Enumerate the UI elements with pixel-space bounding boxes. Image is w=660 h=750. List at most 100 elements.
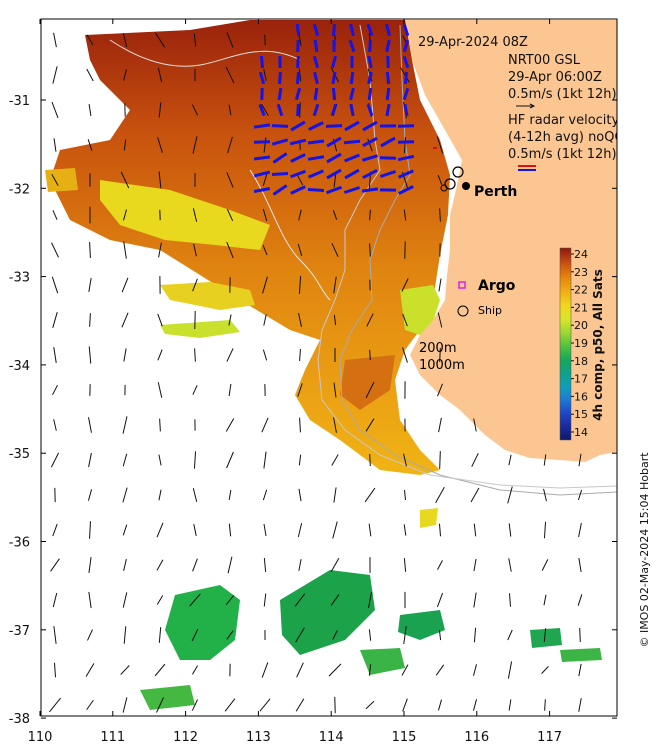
wind-arrow [263, 314, 267, 326]
wind-arrow [369, 454, 371, 466]
wind-arrow [471, 453, 479, 467]
wind-arrow [52, 592, 58, 608]
wind-arrow [88, 346, 92, 364]
wind-arrow [88, 417, 92, 433]
radar-arrow [330, 55, 338, 69]
radar-arrow [331, 71, 337, 85]
wind-arrow [193, 243, 197, 257]
radar-arrow [258, 71, 266, 85]
wind-arrow [226, 32, 234, 48]
radar-arrow [271, 124, 289, 128]
wind-arrow [123, 626, 127, 644]
radar-arrow [379, 170, 397, 178]
radar-arrow [313, 87, 319, 101]
wind-arrow [508, 454, 512, 466]
colorbar-tick-label: 23 [574, 266, 588, 279]
wind-arrow [86, 699, 94, 711]
wind-arrow [297, 383, 303, 397]
wind-arrow [299, 417, 301, 433]
wind-arrow [189, 593, 201, 607]
wind-arrow [295, 627, 305, 643]
x-tick-label: 113 [246, 730, 271, 745]
wind-arrow [263, 557, 267, 573]
radar-arrow [361, 187, 379, 193]
radar-arrow [258, 103, 266, 117]
wind-arrow [156, 559, 164, 571]
wind-arrow [157, 313, 163, 327]
wind-arrow [262, 349, 268, 361]
radar-arrow [277, 87, 283, 101]
wind-arrow [365, 700, 375, 710]
wind-scale-arrow [516, 103, 536, 109]
radar-arrow [308, 169, 324, 179]
wind-arrow [226, 348, 234, 362]
radar-arrow [296, 103, 300, 117]
wind-arrow [52, 523, 58, 537]
y-tick-label: -36 [9, 536, 30, 551]
radar-arrow [325, 124, 343, 128]
radar-arrow [385, 39, 391, 53]
bathymetry-contours [109, 24, 617, 496]
wind-arrow [436, 592, 444, 608]
wind-arrow [401, 664, 409, 676]
radar-scale-arrow [518, 165, 536, 171]
radar-arrow [253, 123, 271, 129]
wind-arrow [158, 102, 162, 118]
wind-arrow [473, 627, 477, 643]
wind-arrow [439, 208, 441, 222]
wind-arrow [192, 278, 198, 292]
wind-arrow [438, 629, 442, 641]
radar-arrow [385, 23, 391, 37]
wind-arrow [51, 101, 59, 119]
wind-arrow [437, 175, 443, 185]
radar-arrow [313, 71, 319, 85]
radar-arrow [362, 169, 378, 179]
wind-arrow [226, 630, 234, 640]
wind-arrow [541, 559, 549, 571]
wind-arrow [438, 699, 442, 711]
radar-arrow [259, 55, 265, 69]
wind-arrow [438, 523, 442, 537]
wind-arrow [88, 104, 92, 116]
wind-arrow [85, 663, 95, 677]
radar-arrow [312, 23, 320, 37]
wind-arrow [227, 136, 233, 154]
wind-arrow [366, 313, 374, 327]
wind-arrow [158, 454, 162, 466]
radar-arrow [397, 124, 415, 128]
wind-arrow [122, 416, 128, 434]
wind-arrow [262, 489, 268, 501]
wind-arrow [226, 451, 234, 469]
y-tick-label: -37 [9, 624, 30, 639]
radar-arrow [276, 103, 284, 117]
radar-arrow [330, 103, 338, 117]
wind-arrow [88, 591, 92, 609]
wind-arrow [579, 628, 581, 642]
radar-arrow [368, 39, 372, 53]
wind-arrow [364, 487, 376, 503]
radar-arrow [385, 71, 391, 85]
colorbar-tick-label: 14 [574, 426, 588, 439]
wind-arrow [157, 67, 163, 83]
x-tick-label: 112 [173, 730, 198, 745]
wind-arrow [53, 626, 57, 644]
wind-arrow [577, 489, 583, 501]
wind-arrow [225, 66, 235, 84]
wind-arrow [508, 593, 512, 607]
radar-arrow [326, 152, 342, 164]
colorbar [559, 247, 572, 441]
wind-arrow [224, 698, 236, 712]
wind-arrow [297, 312, 303, 328]
wind-arrow [472, 699, 478, 711]
wind-arrow [263, 451, 267, 469]
wind-arrow [507, 486, 513, 504]
radar-arrow [253, 140, 271, 144]
wind-arrow [86, 34, 94, 46]
wind-arrow [262, 208, 268, 222]
wind-arrow [263, 593, 267, 607]
wind-arrow [543, 628, 547, 642]
wind-arrow [333, 276, 337, 294]
wind-arrow [298, 276, 302, 294]
y-tick-label: -33 [9, 271, 30, 286]
